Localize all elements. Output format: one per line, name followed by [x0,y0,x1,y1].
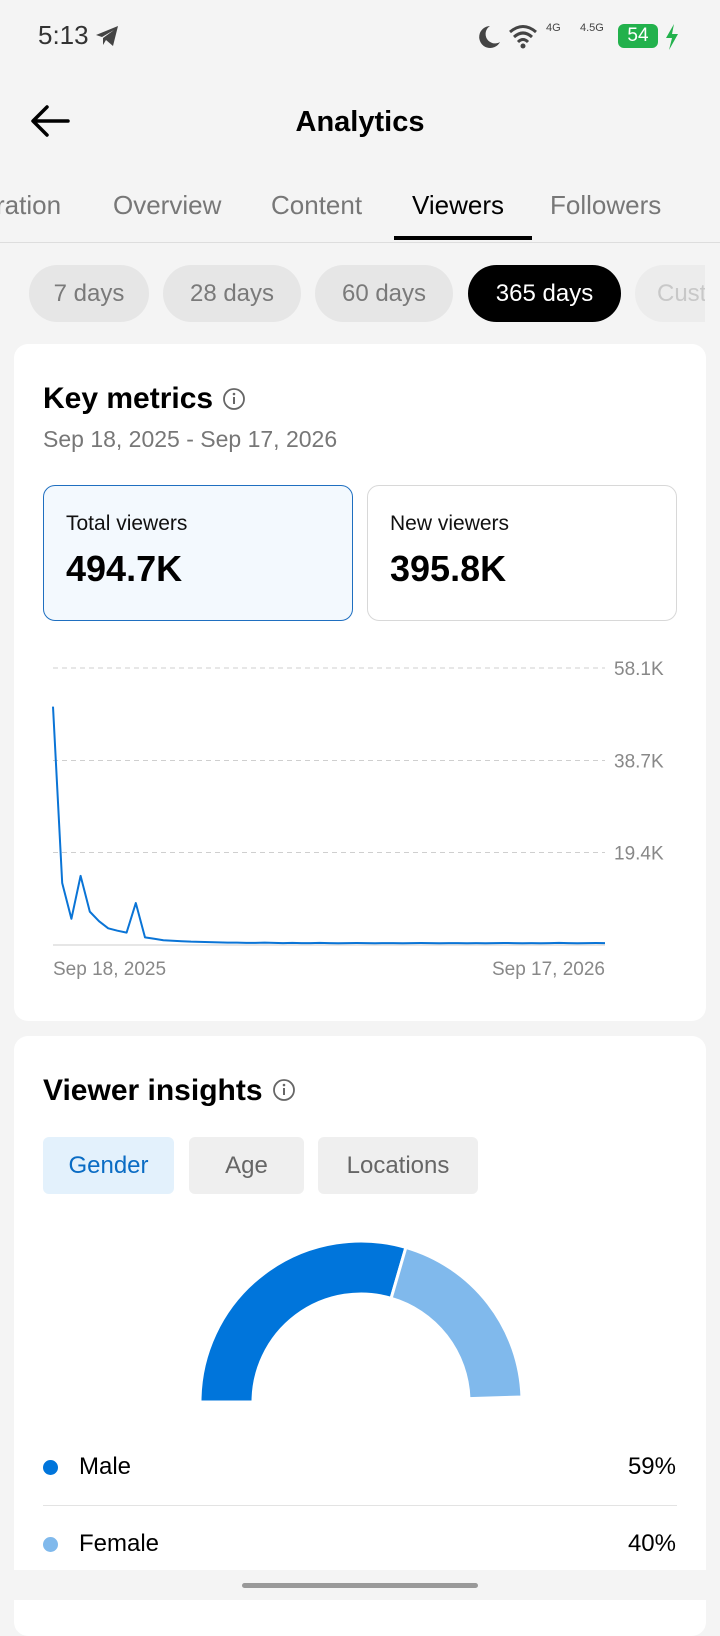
metric-label: New viewers [390,512,510,535]
legend-value: 59% [627,1453,676,1480]
donut-segment [389,1245,524,1401]
period-pill[interactable]: 7 days [29,265,149,322]
pill-clip: Custom [635,265,705,322]
insight-filter[interactable]: Locations [318,1137,478,1194]
section-title: Viewer insights [43,1074,263,1107]
viewer-insights-card [14,1036,706,1636]
tab[interactable]: Content [271,190,363,220]
legend-label: Male [79,1453,132,1480]
clock: 5:13 [38,20,89,50]
y-tick-label: 58.1K [614,659,664,680]
telegram-icon [96,26,118,46]
period-pill[interactable]: 28 days [163,265,301,322]
metric-value: 395.8K [390,548,507,589]
tab[interactable]: Overview [113,190,222,220]
info-icon[interactable] [222,387,246,411]
legend-dot [43,1537,58,1552]
page-title: Analytics [295,106,425,138]
donut-chart [198,1239,524,1404]
y-tick-label: 38.7K [614,751,664,772]
x-tick-label: Sep 18, 2025 [53,959,166,980]
moon-icon [479,26,500,48]
insight-filter-active[interactable]: Gender [43,1137,174,1194]
divider [43,1505,677,1506]
period-pill-active[interactable]: 365 days [468,265,621,322]
y-tick-label: 19.4K [614,844,664,865]
key-metrics-card [14,344,706,1021]
network-label: 4.5G [580,22,604,34]
insight-filter[interactable]: Age [189,1137,304,1194]
home-indicator [242,1583,478,1588]
line-series [52,706,606,945]
legend-value: 40% [627,1530,676,1557]
metric-card[interactable]: New viewers 395.8K [367,485,677,621]
metric-label: Total viewers [66,512,188,535]
tab[interactable]: ration [0,190,62,220]
period-pill[interactable]: Custom [635,265,705,322]
legend-dot [43,1460,58,1475]
network-label: 4G [546,22,561,34]
info-icon[interactable] [272,1078,296,1102]
charging-icon [666,24,678,50]
back-button[interactable] [30,104,72,138]
period-pill[interactable]: 60 days [315,265,453,322]
tab-underline [394,236,532,240]
screen: {"status_bar":{"time":"5:13","network_1"… [0,20,720,1636]
x-tick-label: Sep 17, 2026 [492,959,605,980]
metric-value: 494.7K [66,548,183,589]
tab-active[interactable]: Viewers [412,190,505,220]
metric-card-selected[interactable]: Total viewers 494.7K [43,485,353,621]
donut-segment [198,1239,408,1404]
tab[interactable]: Followers [550,190,662,220]
date-range: Sep 18, 2025 - Sep 17, 2026 [43,426,338,452]
wifi-icon [509,25,537,49]
legend-label: Female [79,1530,160,1557]
section-title: Key metrics [43,382,214,415]
line-chart: 19.4K 38.7K 58.1K Sep 18, 2025 Sep 17, 2026 [52,659,664,980]
battery: 54 [618,24,658,48]
divider [0,242,720,243]
